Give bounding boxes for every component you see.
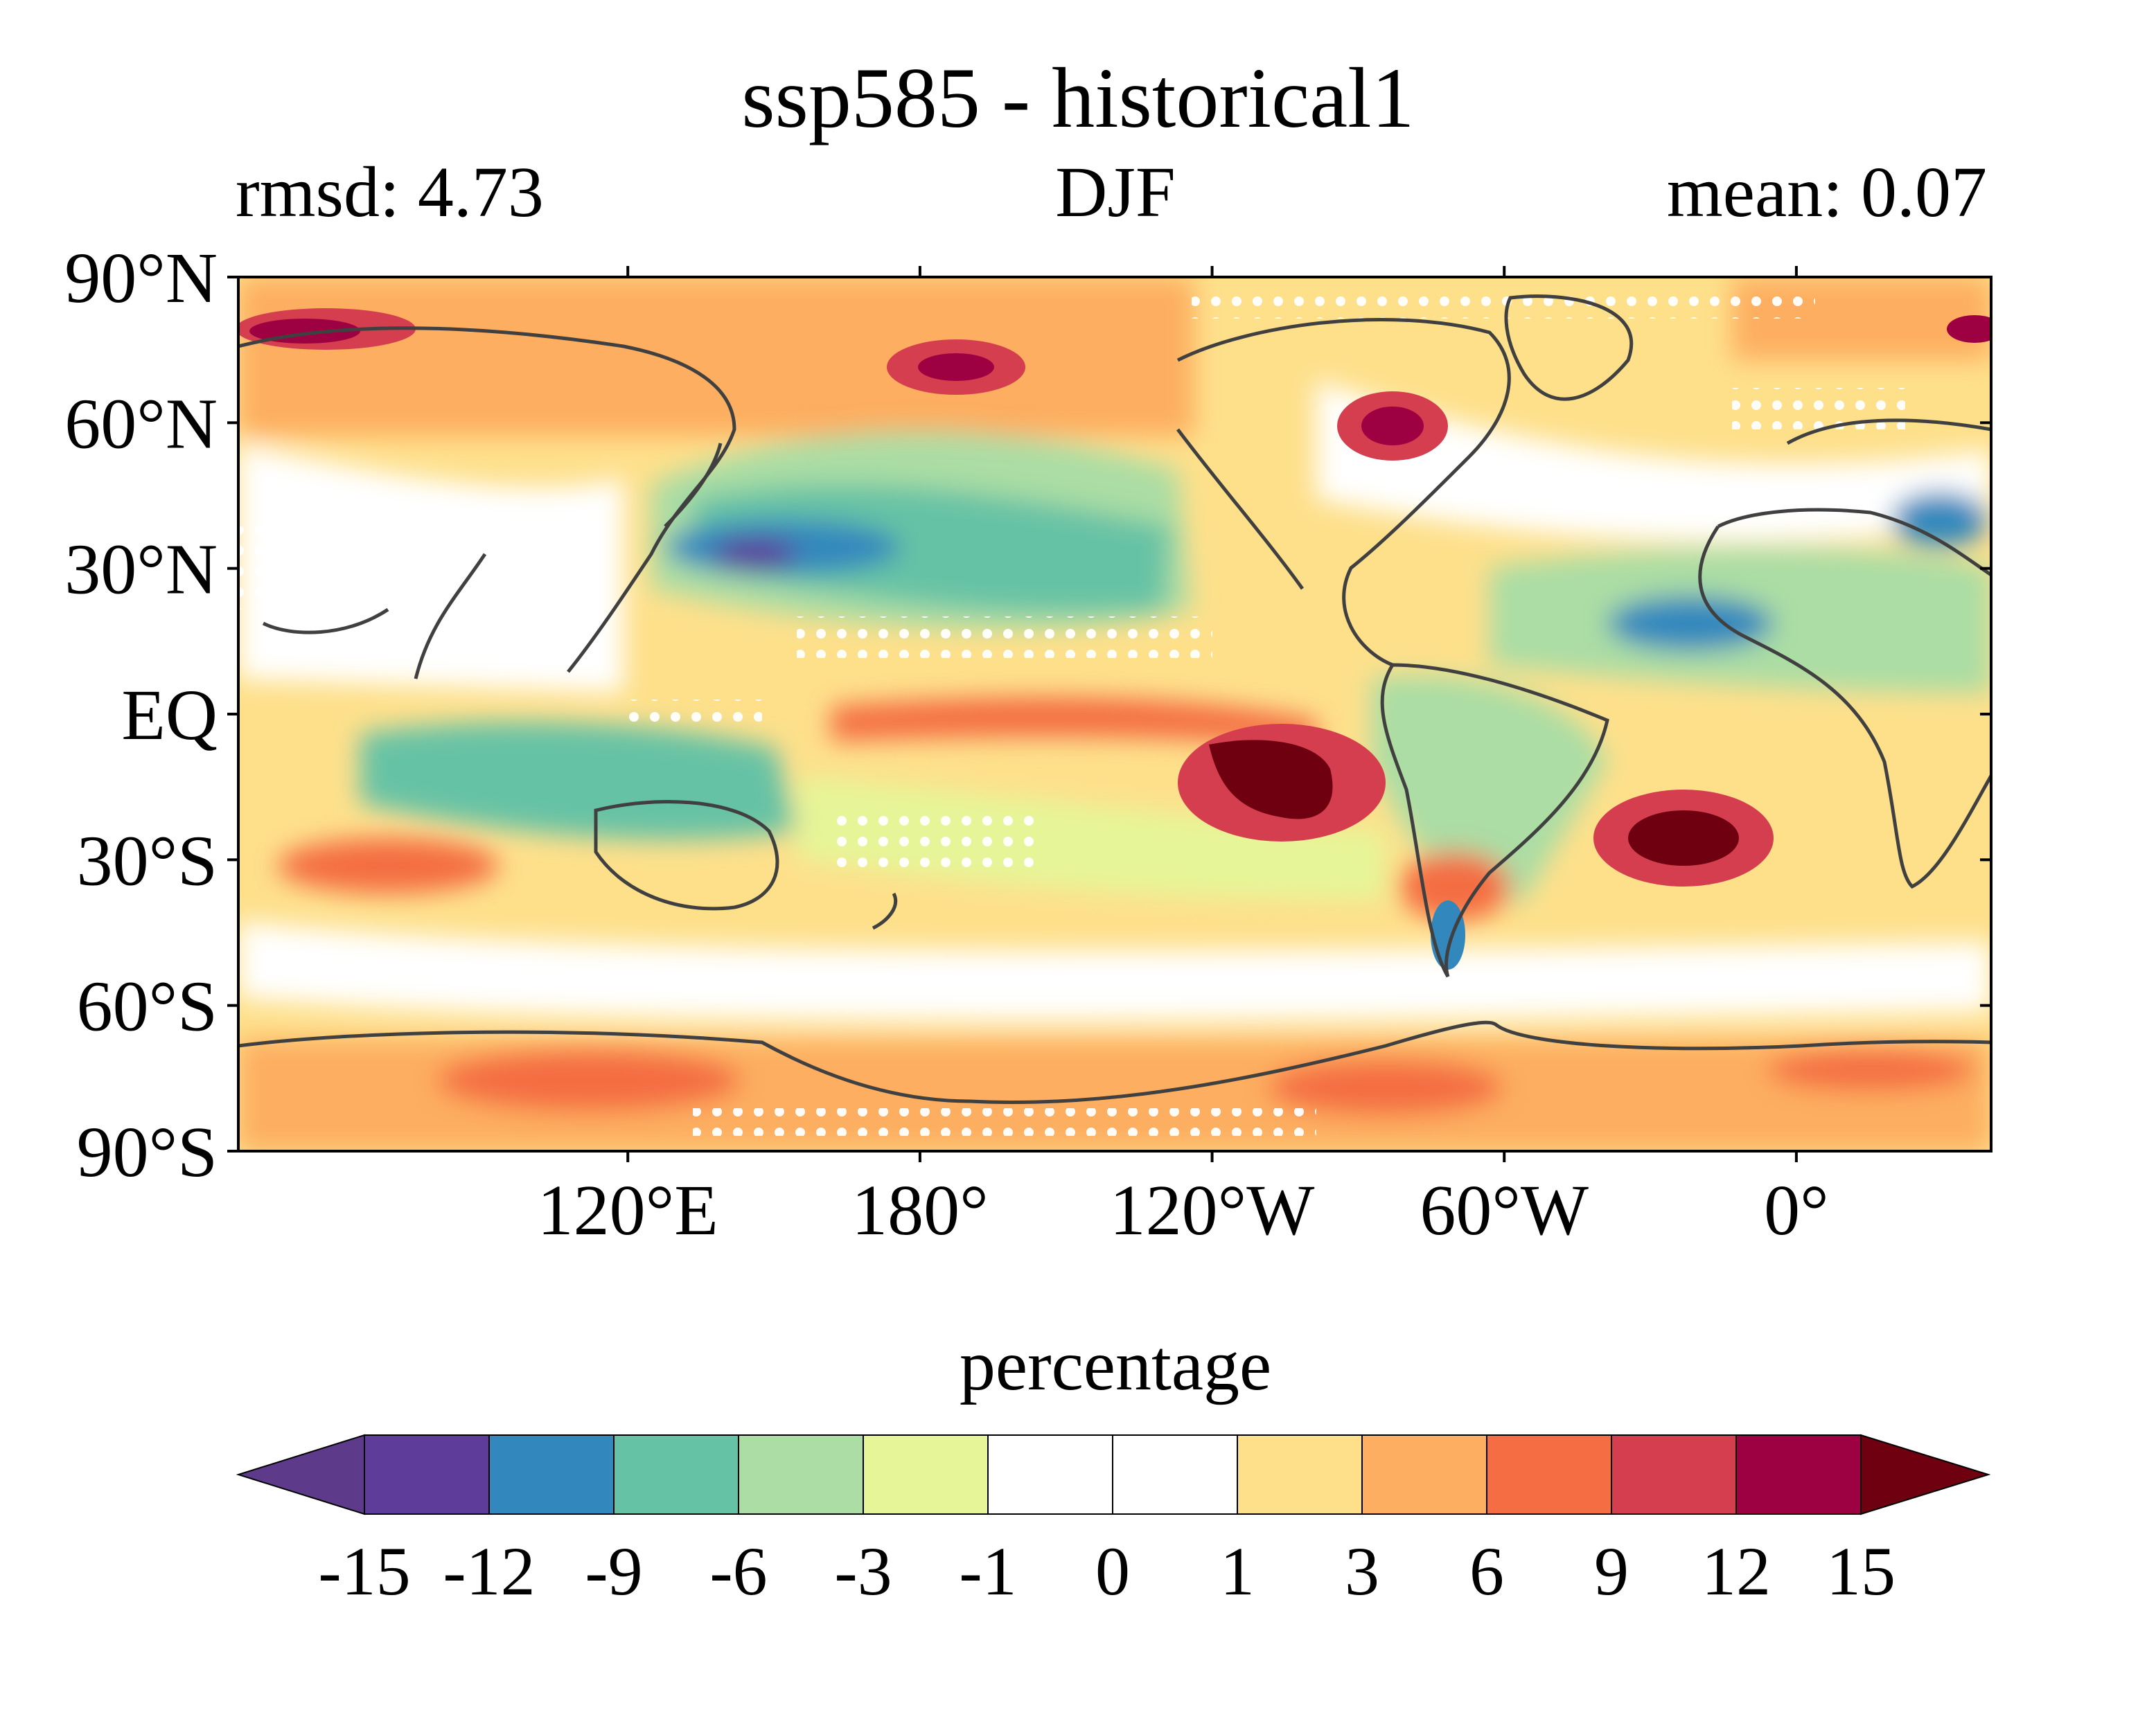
colorbar-tick-label: -9 (585, 1533, 642, 1610)
mean-label: mean: 0.07 (1666, 152, 1987, 232)
lon-tick-label: 180° (851, 1171, 989, 1250)
colorbar-tick-label: 9 (1594, 1533, 1629, 1610)
lon-tick-label: 0° (1764, 1171, 1829, 1250)
lat-tick-label: EQ (121, 675, 218, 755)
season-label: DJF (1055, 152, 1176, 232)
stipple-layer (238, 291, 1905, 1136)
colorbar-segment (613, 1434, 739, 1515)
colorbar-tick-label: -12 (443, 1533, 535, 1610)
field-layer (238, 277, 1991, 1151)
colorbar-segment (863, 1434, 989, 1515)
colorbar-segment (1112, 1434, 1238, 1515)
rmsd-label: rmsd: 4.73 (236, 152, 544, 232)
lat-tick-label: 90°S (77, 1112, 218, 1192)
colorbar-extend-min (236, 1434, 365, 1515)
lon-tick-label: 60°W (1420, 1171, 1589, 1250)
lat-tick-label: 90°N (64, 238, 218, 318)
colorbar-tick-label: 15 (1826, 1533, 1896, 1610)
lon-tick-label: 120°W (1110, 1171, 1315, 1250)
lat-tick-label: 30°N (64, 530, 218, 610)
colorbar-segment (987, 1434, 1113, 1515)
lon-axis: 120°E 180° 120°W 60°W 0° (538, 266, 1829, 1250)
colorbar-segment (1237, 1434, 1363, 1515)
colorbar-tick-label: -3 (834, 1533, 892, 1610)
colorbar-segment (1611, 1434, 1737, 1515)
colorbar-tick-label: 12 (1702, 1533, 1771, 1610)
colorbar-tick-label: 3 (1345, 1533, 1379, 1610)
colorbar-label: percentage (959, 1326, 1272, 1405)
colorbar-tick-label: -15 (318, 1533, 410, 1610)
chart-title: ssp585 - historical1 (741, 51, 1415, 145)
strong-anomalies (238, 308, 1991, 970)
colorbar-segment (1361, 1434, 1487, 1515)
lat-tick-label: 30°S (77, 821, 218, 900)
lon-tick-label: 120°E (538, 1171, 718, 1250)
coastlines (238, 294, 1991, 1105)
colorbar-tick-label: -1 (959, 1533, 1016, 1610)
colorbar-extend-max (1860, 1434, 1991, 1515)
colorbar-segment (364, 1434, 490, 1515)
colorbar-segment (738, 1434, 864, 1515)
colorbar-tick-label: 0 (1095, 1533, 1130, 1610)
colorbar: -15 -12 -9 -6 -3 -1 0 1 3 6 9 12 15 (236, 1434, 1991, 1610)
colorbar-segment (1486, 1434, 1612, 1515)
colorbar-tick-label: 1 (1220, 1533, 1255, 1610)
lat-tick-label: 60°S (77, 967, 218, 1047)
lat-tick-label: 60°N (64, 384, 218, 463)
colorbar-segment (1735, 1434, 1862, 1515)
lat-axis: 90°N 60°N 30°N EQ 30°S 60°S 90°S (64, 238, 1991, 1192)
colorbar-tick-label: -6 (709, 1533, 767, 1610)
colorbar-segment (488, 1434, 615, 1515)
colorbar-tick-label: 6 (1469, 1533, 1504, 1610)
